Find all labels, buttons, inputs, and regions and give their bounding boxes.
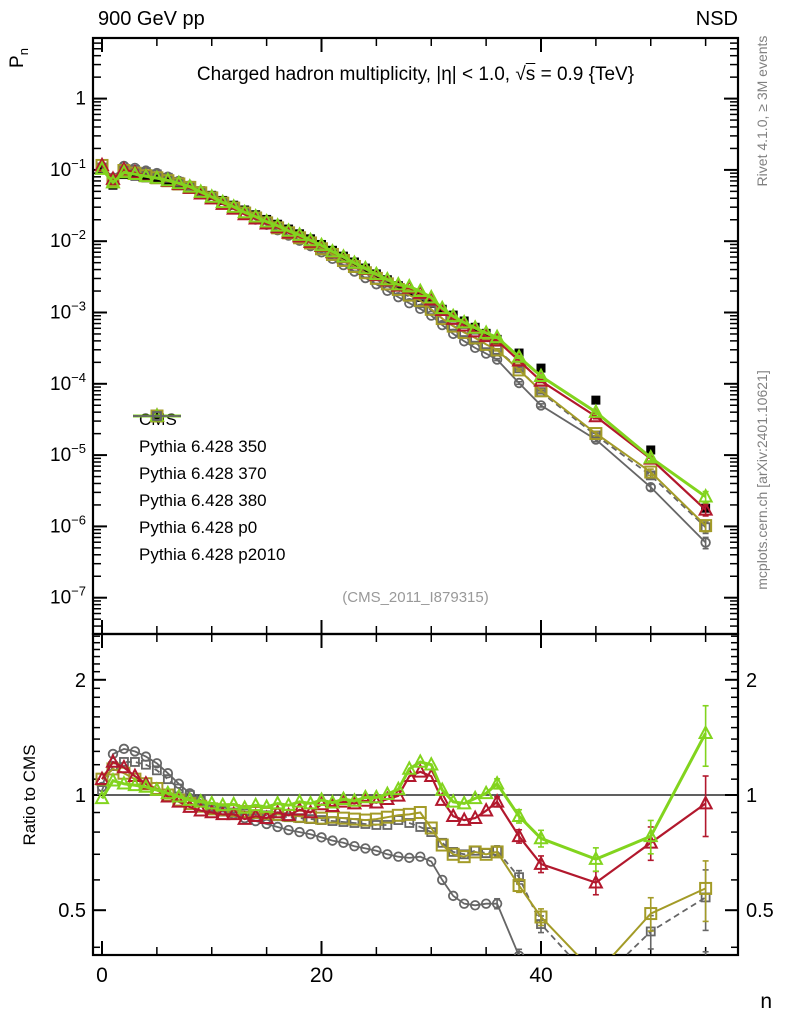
- x-tick-label: 20: [310, 964, 333, 987]
- x-tick-label: 40: [529, 964, 552, 987]
- ratio-tick-label-left: 0.5: [58, 900, 86, 922]
- legend-item: Pythia 6.428 p2010: [131, 411, 286, 568]
- y-tick-label-main: 10−4: [50, 370, 86, 395]
- plot-title-pre: Charged hadron multiplicity, |η| < 1.0, …: [196, 64, 526, 85]
- series-pythia-6-428-p0: [96, 743, 709, 955]
- y-tick-label-main: 10−3: [50, 299, 86, 324]
- ratio-tick-label-left: 1: [75, 785, 86, 807]
- y-tick-label-main: 10−7: [50, 584, 86, 609]
- y-axis-label-main: Pn: [7, 0, 31, 208]
- x-axis-label: n: [760, 990, 772, 1013]
- ratio-tick-label-left: 2: [75, 670, 86, 692]
- plot-title: Charged hadron multiplicity, |η| < 1.0, …: [93, 64, 738, 86]
- legend-item: Pythia 6.428 370: [131, 407, 286, 487]
- legend-item: Pythia 6.428 380: [131, 407, 286, 514]
- y-axis-label-ratio: Ratio to CMS: [20, 744, 39, 846]
- legend-item: Pythia 6.428 350: [131, 409, 286, 460]
- series-pythia-6-428-380: [94, 160, 714, 504]
- legend-label: Pythia 6.428 380: [139, 490, 267, 510]
- y-tick-label-main: 10−5: [50, 441, 86, 466]
- legend-item: Pythia 6.428 p0: [131, 410, 286, 541]
- main-panel-series: [94, 156, 714, 550]
- plot-title-post: = 0.9 {TeV}: [535, 64, 635, 85]
- rivet-version-note: Rivet 4.1.0, ≥ 3M events: [754, 35, 770, 187]
- analysis-reference-label: (CMS_2011_I879315): [342, 589, 489, 606]
- y-axis-label-base: P: [7, 55, 28, 68]
- ratio-tick-label-right: 1: [746, 785, 757, 807]
- legend-label: Pythia 6.428 350: [139, 436, 267, 456]
- y-axis-label-sub: n: [15, 48, 31, 56]
- legend-label: Pythia 6.428 p2010: [139, 544, 286, 564]
- y-tick-label-main: 1: [75, 89, 86, 110]
- series-pythia-6-428-380: [94, 704, 714, 872]
- sqrt-s-symbol: s: [525, 64, 536, 85]
- mcplots-site-note: mcplots.cern.ch [arXiv:2401.10621]: [754, 370, 770, 590]
- ratio-tick-label-right: 2: [746, 670, 757, 692]
- event-class-label: NSD: [695, 8, 738, 30]
- ratio-panel-series: [94, 704, 714, 955]
- ratio-tick-label-right: 0.5: [746, 900, 774, 922]
- legend-label: Pythia 6.428 370: [139, 463, 267, 483]
- y-tick-label-main: 10−2: [50, 227, 86, 252]
- y-tick-label-main: 10−1: [50, 156, 86, 181]
- legend-marker-square-open-small: [133, 411, 181, 421]
- y-tick-label-main: 10−6: [50, 512, 86, 537]
- legend-label: Pythia 6.428 p0: [139, 517, 258, 537]
- x-tick-label: 0: [96, 964, 108, 987]
- beam-energy-label: 900 GeV pp: [98, 8, 205, 30]
